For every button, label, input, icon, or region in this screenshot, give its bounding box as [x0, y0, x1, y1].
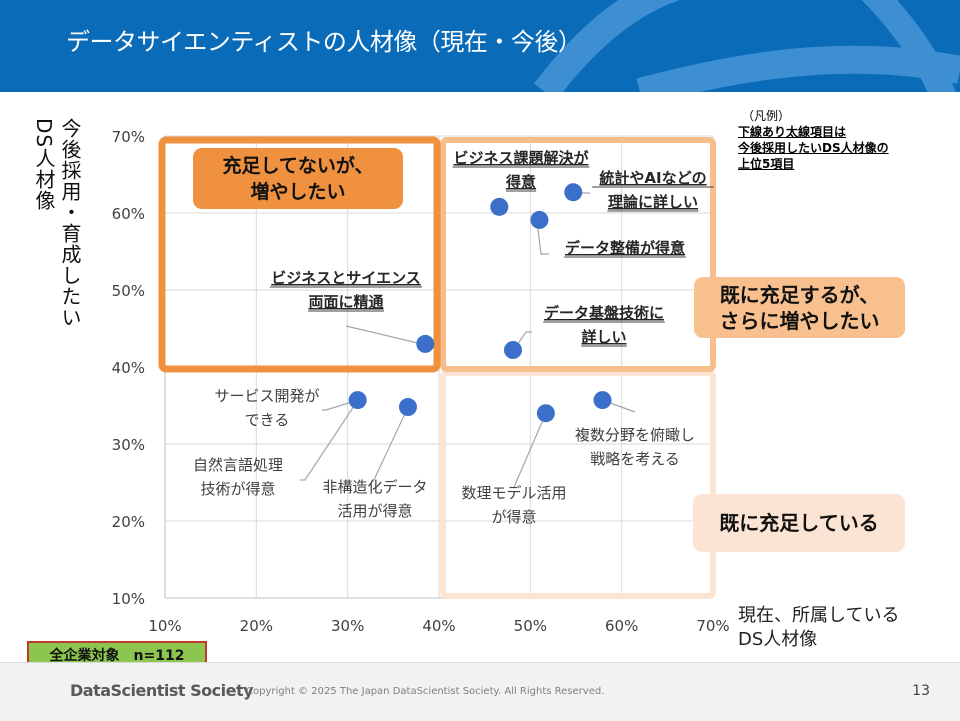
data-label: 戦略を考える	[590, 450, 680, 468]
legend-line: 下線あり太線項目は	[738, 125, 847, 139]
page-number: 13	[912, 683, 930, 699]
data-label: 自然言語処理	[193, 456, 283, 474]
slide-header: データサイエンティストの人材像（現在・今後）	[0, 0, 960, 92]
data-label: 詳しい	[581, 328, 626, 346]
quadrant-box-top-right	[440, 137, 716, 372]
x-tick-label: 70%	[696, 617, 729, 635]
x-axis-title-line1: 現在、所属している	[738, 605, 900, 626]
x-axis-title: 現在、所属している DS人材像	[738, 604, 899, 652]
data-point	[490, 197, 509, 216]
quadrant-label-bottom-right: 既に充足している	[693, 494, 905, 552]
data-label: が得意	[491, 508, 536, 526]
x-tick-label: 60%	[605, 617, 638, 635]
data-label: 両面に精通	[308, 293, 383, 311]
data-label: 複数分野を俯瞰し	[575, 426, 695, 444]
footer-org-logo: DataScientist Society	[70, 681, 254, 700]
header-arc	[861, 0, 956, 92]
x-tick-label: 50%	[514, 617, 547, 635]
y-tick-label: 30%	[112, 436, 145, 454]
data-label: サービス開発が	[214, 387, 319, 405]
leader-line	[300, 399, 359, 481]
data-label: 数理モデル活用	[461, 484, 566, 502]
quadrant-label-top-right: 既に充足するが、 さらに増やしたい	[694, 277, 905, 338]
data-label: 活用が得意	[337, 502, 412, 520]
sample-size-badge: 全企業対象 n=112	[27, 641, 207, 669]
x-axis-title-line2: DS人材像	[738, 629, 818, 650]
data-label: 統計やAIなどの	[599, 169, 706, 187]
data-label: データ整備が得意	[565, 239, 685, 257]
y-tick-label: 40%	[112, 359, 145, 377]
slide-title: データサイエンティストの人材像（現在・今後）	[66, 28, 582, 56]
quadrant-label-text: 既に充足するが、 さらに増やしたい	[719, 282, 880, 333]
quadrant-box-top-left	[158, 136, 441, 373]
x-tick-label: 10%	[148, 617, 181, 635]
leader-line	[513, 412, 547, 488]
y-tick-label: 20%	[112, 513, 145, 531]
data-label: 非構造化データ	[322, 478, 427, 496]
quadrant-box-bottom-right	[440, 370, 716, 599]
quadrant-label-top-left: 充足してないが、 増やしたい	[193, 148, 403, 209]
y-tick-label: 60%	[112, 205, 145, 223]
footer-copyright: Copyright © 2025 The Japan DataScientist…	[246, 686, 605, 697]
y-tick-label: 10%	[112, 590, 145, 608]
header-arc	[533, 0, 680, 92]
x-tick-label: 40%	[422, 617, 455, 635]
data-point	[503, 341, 522, 360]
x-tick-label: 20%	[240, 617, 273, 635]
slide-footer: DataScientist Society Copyright © 2025 T…	[0, 662, 960, 721]
legend-heading: （凡例）	[742, 109, 791, 123]
legend-line: 今後採用したいDS人材像の	[738, 141, 889, 155]
data-point	[564, 183, 583, 202]
data-point	[530, 210, 549, 229]
legend-line: 上位5項目	[738, 157, 795, 171]
x-tick-label: 30%	[331, 617, 364, 635]
leader-line	[536, 220, 549, 255]
data-label: ビジネスとサイエンス	[271, 269, 421, 287]
y-axis-title-line2: DS人材像	[32, 118, 56, 212]
data-point	[536, 404, 555, 423]
y-axis-title: 今後採用・育成したい DS人材像	[32, 118, 82, 328]
data-point	[348, 391, 367, 410]
data-label: できる	[245, 411, 290, 429]
data-label: 技術が得意	[200, 480, 275, 498]
data-label: 理論に詳しい	[608, 193, 698, 211]
y-tick-label: 50%	[112, 282, 145, 300]
data-point	[416, 334, 435, 353]
data-point	[398, 398, 417, 417]
data-label: ビジネス課題解決が	[453, 149, 589, 167]
header-decoration	[533, 0, 960, 92]
leader-line	[322, 399, 359, 411]
quadrant-label-text: 充足してないが、 増やしたい	[222, 154, 374, 203]
y-tick-label: 70%	[112, 128, 145, 146]
data-label: 得意	[505, 173, 536, 191]
leader-line	[372, 406, 409, 483]
leader-line	[345, 325, 423, 345]
data-label: データ基盤技術に	[544, 304, 664, 322]
legend-note: （凡例） 下線あり太線項目は 今後採用したいDS人材像の 上位5項目	[738, 108, 889, 172]
data-point	[593, 391, 612, 410]
y-axis-title-line1: 今後採用・育成したい	[58, 118, 82, 328]
quadrant-label-text: 既に充足している	[719, 511, 879, 535]
